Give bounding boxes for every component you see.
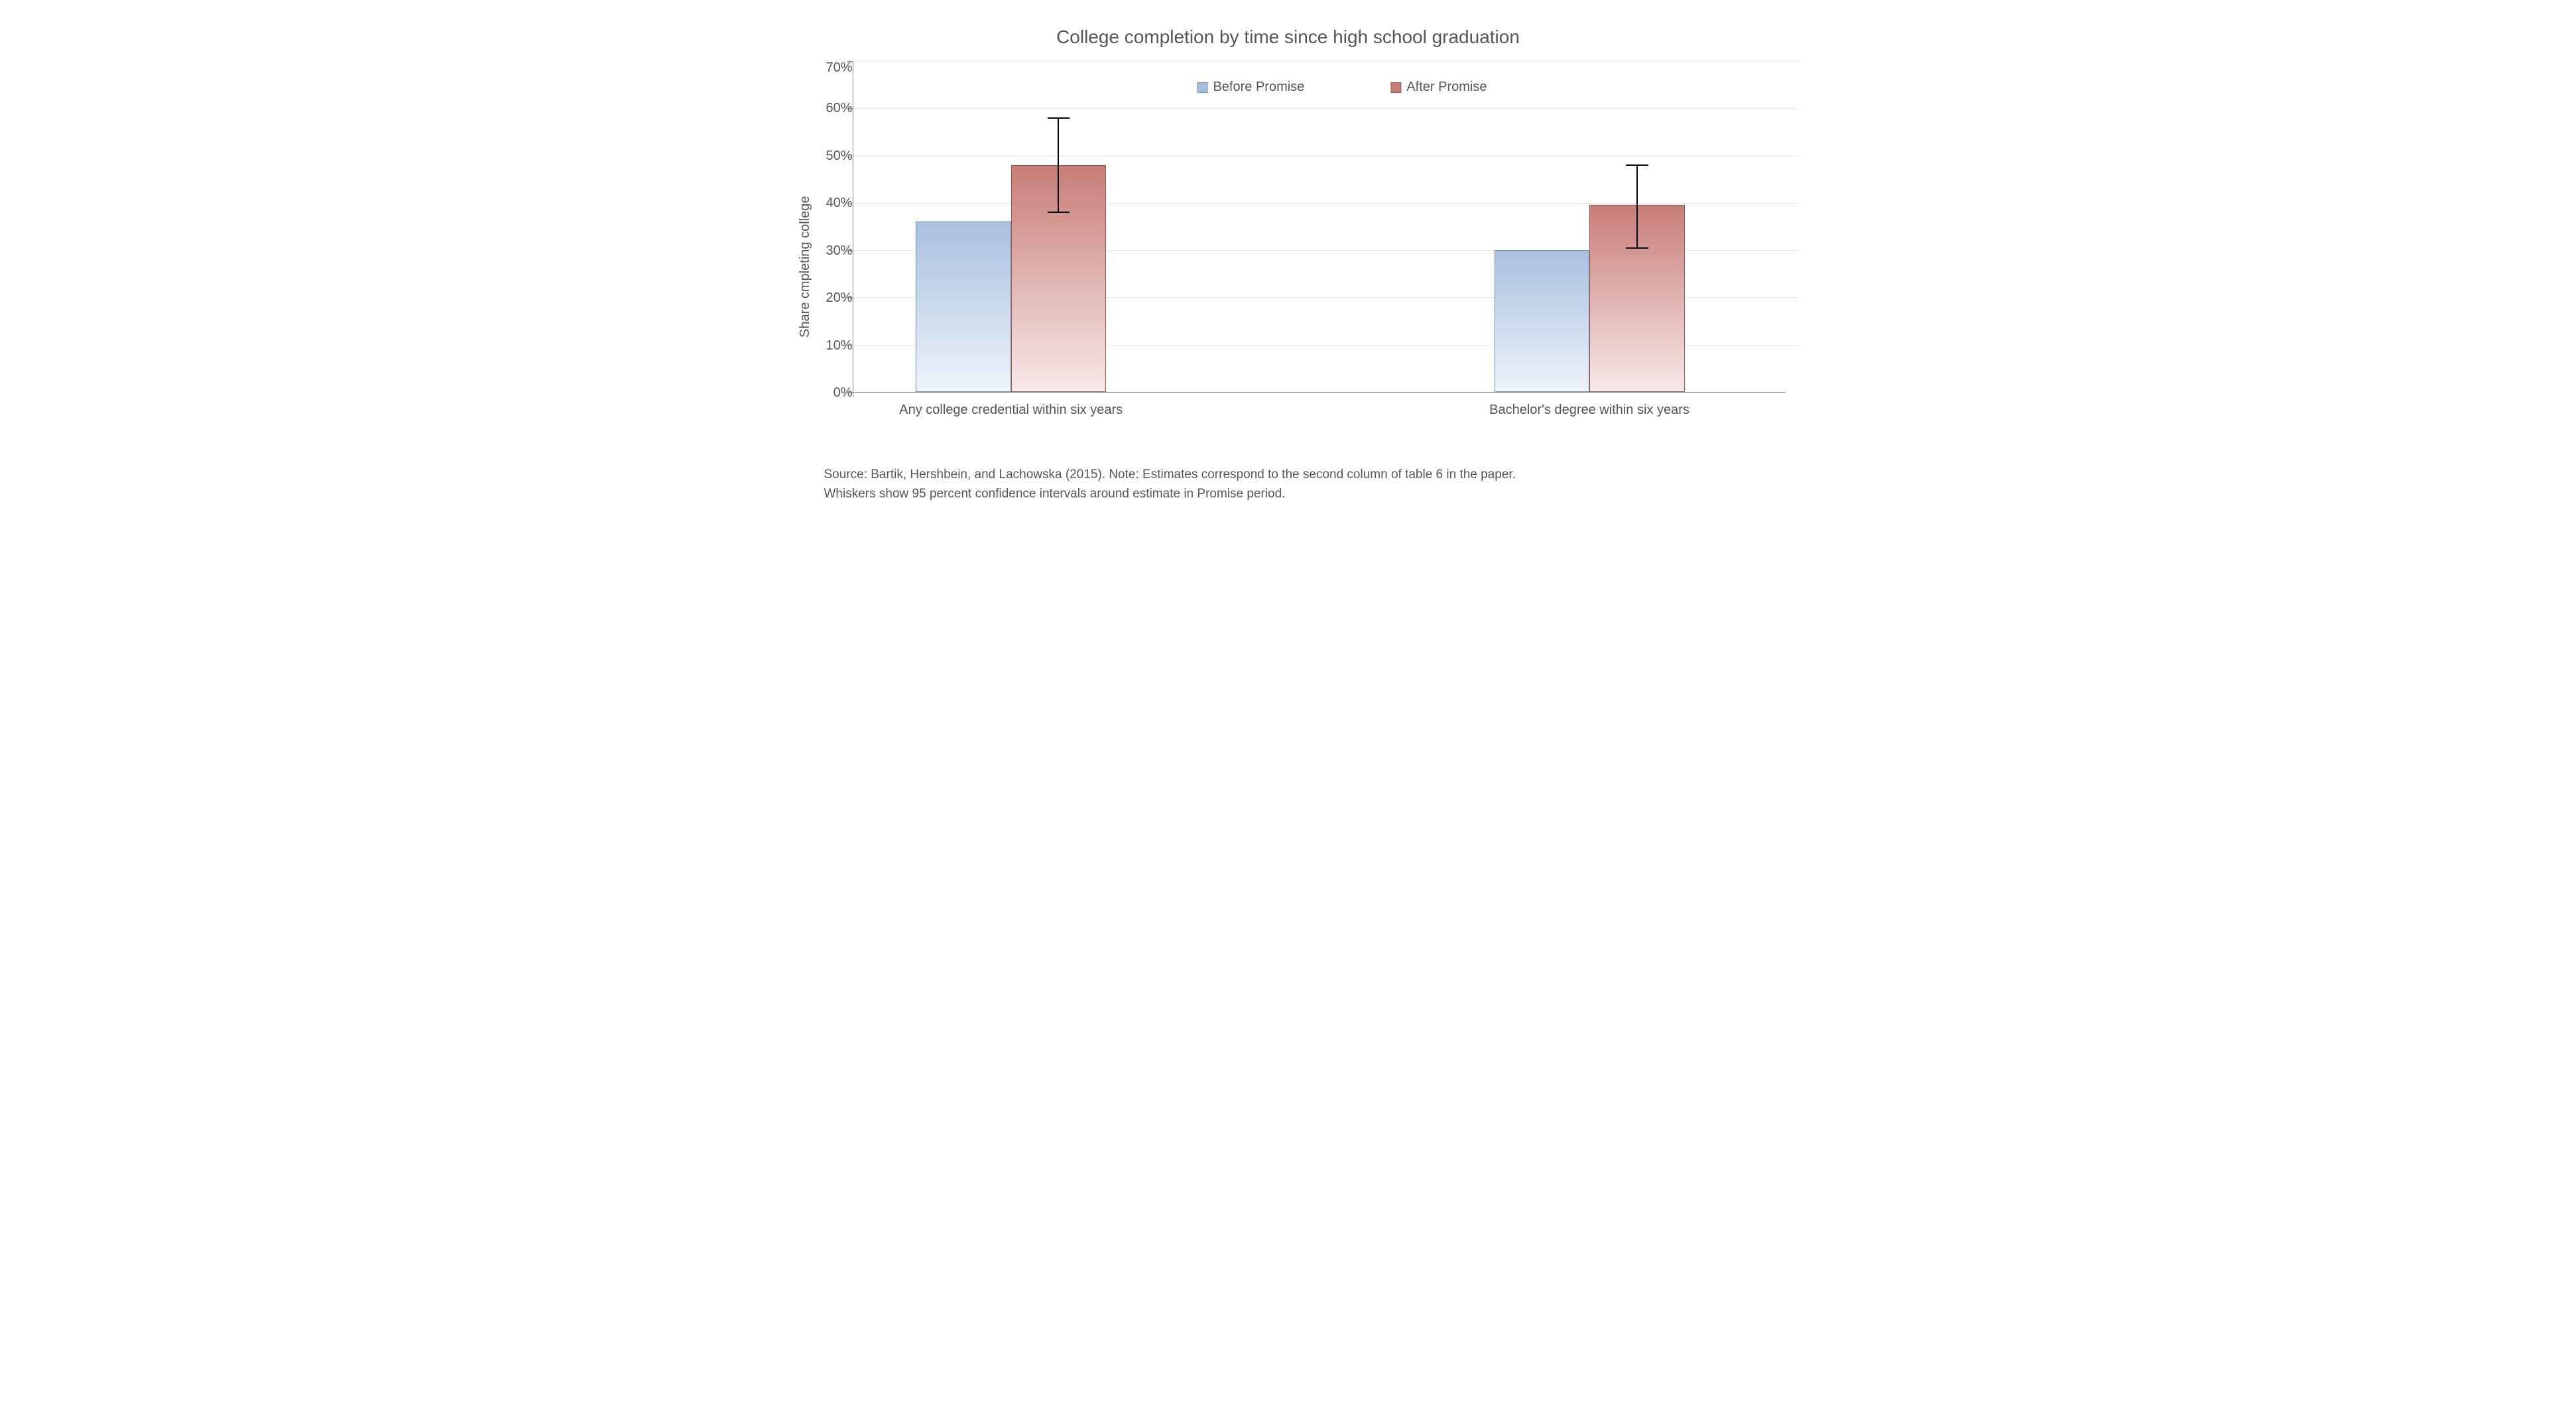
chart-container: College completion by time since high sc… [791, 27, 1786, 503]
legend-swatch-red [1390, 82, 1401, 93]
bar-before [1495, 250, 1590, 392]
source-note: Source: Bartik, Hershbein, and Lachowska… [791, 466, 1786, 503]
x-axis-label: Bachelor's degree within six years [1489, 403, 1689, 418]
y-tick-mark [847, 156, 853, 157]
y-tick-mark [847, 345, 853, 346]
legend: Before Promise After Promise [1197, 80, 1487, 95]
error-cap [1048, 117, 1070, 119]
y-tick-mark [847, 61, 853, 62]
chart-title: College completion by time since high sc… [791, 27, 1786, 48]
legend-label-before: Before Promise [1213, 80, 1304, 95]
bar-before [916, 222, 1011, 392]
y-axis-label: Share cmpleting college [791, 61, 813, 432]
plot-area: Before Promise After Promise [853, 61, 1786, 393]
y-tick-mark [847, 392, 853, 393]
y-tick-mark [847, 203, 853, 204]
y-tick-mark [847, 108, 853, 109]
source-line-2: Whiskers show 95 percent confidence inte… [824, 485, 1786, 504]
legend-item-before: Before Promise [1197, 80, 1304, 95]
y-tick-mark [847, 297, 853, 298]
x-axis-label: Any college credential within six years [899, 403, 1123, 418]
plot-wrap: Before Promise After Promise Any college… [853, 61, 1786, 432]
bars-layer [853, 61, 1786, 392]
y-tick-mark [847, 250, 853, 251]
source-line-1: Source: Bartik, Hershbein, and Lachowska… [824, 466, 1786, 485]
error-cap [1626, 164, 1648, 166]
error-cap [1048, 212, 1070, 213]
legend-swatch-blue [1197, 82, 1207, 93]
y-axis-ticks: 70%60%50%40%30%20%10%0% [813, 61, 853, 432]
error-cap [1626, 247, 1648, 249]
chart-body: Share cmpleting college 70%60%50%40%30%2… [791, 61, 1786, 432]
legend-label-after: After Promise [1406, 80, 1487, 95]
legend-item-after: After Promise [1390, 80, 1487, 95]
x-axis-labels: Any college credential within six years B… [853, 393, 1786, 432]
error-bar [1058, 118, 1059, 213]
error-bar [1636, 165, 1638, 248]
